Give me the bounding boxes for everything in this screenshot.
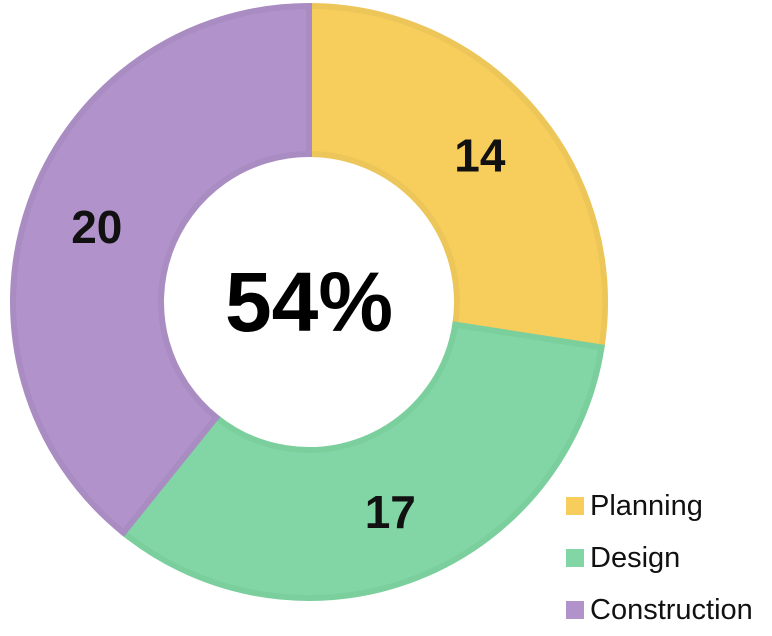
legend-label-construction: Construction [590, 593, 753, 626]
legend-item-planning: Planning [566, 480, 772, 532]
donut-chart: 14 17 20 54% [10, 2, 608, 601]
center-label: 54% [225, 255, 393, 349]
donut-slices [10, 2, 608, 601]
legend-item-construction: Construction [566, 584, 772, 636]
legend-swatch-planning [566, 497, 584, 515]
legend-label-design: Design [590, 541, 681, 574]
slice-construction [10, 2, 312, 537]
legend-swatch-design [566, 549, 584, 567]
data-label-design: 17 [365, 486, 416, 538]
slice-design [119, 321, 605, 601]
data-label-construction: 20 [71, 201, 122, 253]
legend: Planning Design Construction [566, 480, 772, 636]
slice-labels: 14 17 20 [71, 130, 506, 538]
legend-swatch-construction [566, 601, 584, 619]
legend-item-design: Design [566, 532, 772, 584]
legend-label-planning: Planning [590, 489, 703, 522]
slice-planning [306, 2, 608, 351]
data-label-planning: 14 [454, 130, 506, 182]
